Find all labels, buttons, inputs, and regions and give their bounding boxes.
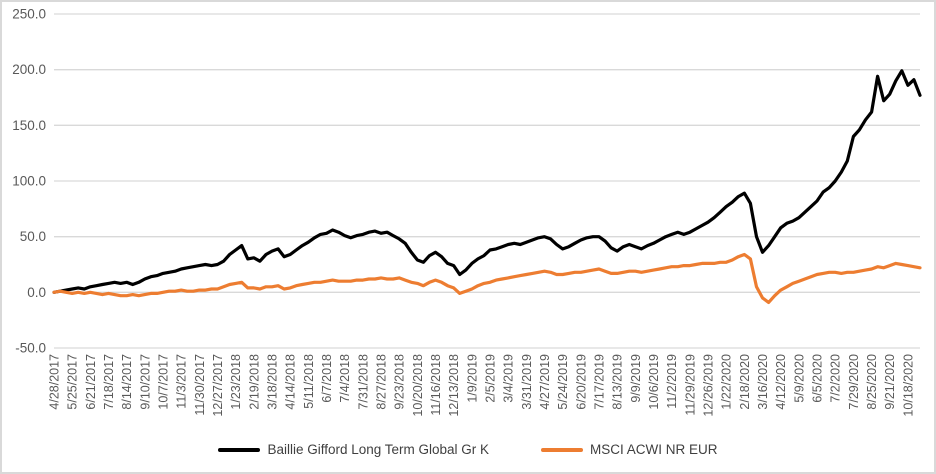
- legend-line-swatch-orange: [541, 447, 584, 452]
- x-tick-label: 3/18/2018: [266, 354, 280, 410]
- x-tick-label: 4/27/2019: [538, 354, 552, 410]
- x-tick-label: 7/17/2019: [593, 354, 607, 410]
- legend-label: Baillie Gifford Long Term Global Gr K: [267, 442, 490, 457]
- x-tick-label: 11/30/2017: [193, 354, 207, 416]
- x-tick-label: 10/18/2020: [901, 354, 915, 417]
- legend-line-swatch-black: [218, 447, 261, 452]
- legend-entry-baillie-gifford: Baillie Gifford Long Term Global Gr K: [218, 442, 489, 457]
- x-tick-label: 9/21/2020: [883, 354, 897, 410]
- x-tick-label: 6/20/2019: [574, 354, 588, 410]
- x-tick-label: 7/31/2018: [356, 354, 370, 410]
- x-tick-label: 7/29/2020: [847, 354, 861, 410]
- y-tick-label: 100.0: [12, 174, 46, 189]
- x-tick-label: 11/16/2018: [429, 354, 443, 416]
- x-tick-label: 4/28/2017: [48, 354, 62, 410]
- x-tick-label: 11/3/2017: [175, 354, 189, 409]
- x-tick-label: 2/5/2019: [484, 354, 498, 403]
- x-tick-label: 8/27/2018: [375, 354, 389, 410]
- x-tick-label: 7/4/2018: [338, 354, 352, 403]
- y-tick-label: 0.0: [27, 285, 46, 300]
- x-tick-label: 1/23/2018: [229, 354, 243, 410]
- x-tick-label: 10/20/2018: [411, 354, 425, 417]
- x-tick-label: 9/10/2017: [138, 354, 152, 410]
- y-tick-label: 250.0: [12, 7, 46, 22]
- chart-legend: Baillie Gifford Long Term Global Gr K MS…: [2, 442, 934, 457]
- x-tick-label: 6/7/2018: [320, 354, 334, 403]
- x-tick-label: 2/18/2020: [738, 354, 752, 410]
- x-tick-label: 11/29/2019: [683, 354, 697, 416]
- x-tick-label: 8/13/2019: [611, 354, 625, 410]
- y-tick-label: 150.0: [12, 118, 46, 133]
- x-tick-label: 4/12/2020: [774, 354, 788, 410]
- x-tick-label: 9/23/2018: [393, 354, 407, 410]
- x-tick-label: 9/9/2019: [629, 354, 643, 403]
- x-tick-label: 10/7/2017: [157, 354, 171, 410]
- x-tick-label: 11/2/2019: [665, 354, 679, 409]
- x-tick-label: 1/22/2020: [720, 354, 734, 410]
- x-tick-label: 2/19/2018: [247, 354, 261, 410]
- x-tick-label: 3/16/2020: [756, 354, 770, 410]
- x-tick-label: 4/14/2018: [284, 354, 298, 410]
- legend-entry-msci-acwi: MSCI ACWI NR EUR: [541, 442, 718, 457]
- x-tick-label: 5/9/2020: [792, 354, 806, 403]
- y-tick-label: 50.0: [20, 229, 46, 244]
- x-tick-label: 6/21/2017: [84, 354, 98, 410]
- legend-label: MSCI ACWI NR EUR: [590, 442, 718, 457]
- series-line-0: [52, 69, 922, 294]
- y-tick-label: 200.0: [12, 62, 46, 77]
- series-line-1: [52, 252, 922, 304]
- x-tick-label: 10/6/2019: [647, 354, 661, 410]
- x-tick-label: 5/24/2019: [556, 354, 570, 410]
- x-tick-label: 12/13/2018: [447, 354, 461, 417]
- x-tick-label: 12/26/2019: [702, 354, 716, 417]
- x-tick-label: 5/25/2017: [66, 354, 80, 410]
- x-tick-label: 12/27/2017: [211, 354, 225, 417]
- y-tick-label: -50.0: [15, 341, 46, 356]
- x-tick-label: 3/31/2019: [520, 354, 534, 410]
- x-tick-label: 7/2/2020: [829, 354, 843, 403]
- x-tick-label: 7/18/2017: [102, 354, 116, 410]
- x-tick-label: 1/9/2019: [465, 354, 479, 403]
- x-tick-label: 6/5/2020: [811, 354, 825, 403]
- x-tick-label: 8/14/2017: [120, 354, 134, 410]
- x-tick-label: 8/25/2020: [865, 354, 879, 410]
- x-tick-label: 3/4/2019: [502, 354, 516, 403]
- x-tick-label: 5/11/2018: [302, 354, 316, 409]
